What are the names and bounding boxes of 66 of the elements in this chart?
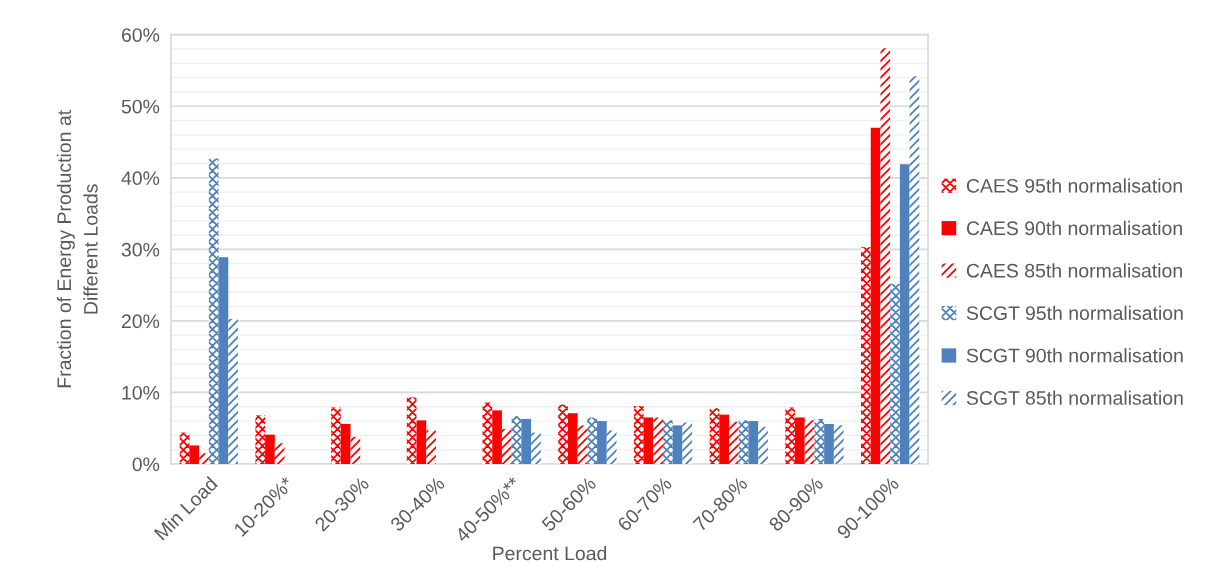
y-tick-label: 0% <box>132 457 160 472</box>
bar <box>218 257 229 464</box>
bar <box>833 425 844 464</box>
bar <box>880 48 891 464</box>
bar <box>870 127 881 464</box>
y-tick-label: 60% <box>121 28 160 42</box>
y-tick-label: 50% <box>121 99 160 114</box>
bar <box>426 430 436 464</box>
y-tick-label: 10% <box>122 385 160 400</box>
bar <box>653 417 664 464</box>
bar <box>606 430 617 464</box>
bar <box>909 76 920 464</box>
bar <box>804 420 815 464</box>
bar <box>729 421 739 464</box>
bar <box>738 420 749 464</box>
bar <box>492 410 502 464</box>
bar <box>501 428 512 464</box>
y-tick-label: 30% <box>121 242 160 257</box>
bar <box>824 423 834 464</box>
bar <box>265 434 275 464</box>
bar <box>633 406 644 464</box>
y-tick-label: 20% <box>121 314 160 329</box>
bar <box>719 414 730 464</box>
bar <box>189 445 200 464</box>
bar <box>577 425 588 464</box>
bar <box>587 417 598 464</box>
y-tick-label: 40% <box>121 171 160 186</box>
bar <box>899 164 910 464</box>
bar <box>179 432 190 464</box>
bar <box>350 436 361 464</box>
legend-label: SCGT 85th normalisation <box>966 390 1183 405</box>
bar <box>274 443 285 464</box>
bar <box>672 425 683 464</box>
bar <box>890 283 900 464</box>
bar <box>531 432 541 464</box>
bar <box>709 408 720 464</box>
bar <box>814 418 825 464</box>
x-axis-title: Percent Load <box>493 546 607 561</box>
legend-label: SCGT 95th normalisation <box>966 305 1183 320</box>
bar <box>255 415 266 464</box>
bar <box>208 158 219 464</box>
legend-label: CAES 85th normalisation <box>966 263 1182 278</box>
legend-label: SCGT 90th normalisation <box>966 348 1183 363</box>
bar <box>199 453 209 464</box>
bar <box>558 404 568 464</box>
bar <box>682 422 693 464</box>
bar <box>228 318 238 464</box>
bar <box>785 407 796 464</box>
bar <box>861 247 871 464</box>
bar <box>795 417 805 464</box>
bar <box>511 416 522 464</box>
bar <box>748 421 759 464</box>
bar <box>331 407 341 464</box>
legend-label: CAES 95th normalisation <box>966 178 1182 193</box>
bar <box>643 417 654 464</box>
bar <box>406 397 417 464</box>
y-axis-title: Fraction of Energy Production at Different Loads <box>56 110 98 388</box>
bar <box>521 418 532 464</box>
legend-label: CAES 90th normalisation <box>966 220 1182 236</box>
bar <box>663 420 673 464</box>
bar <box>340 423 351 464</box>
bar <box>416 420 427 464</box>
bar <box>482 402 493 464</box>
bar <box>758 426 768 464</box>
bar <box>567 413 578 464</box>
bar <box>597 421 607 464</box>
